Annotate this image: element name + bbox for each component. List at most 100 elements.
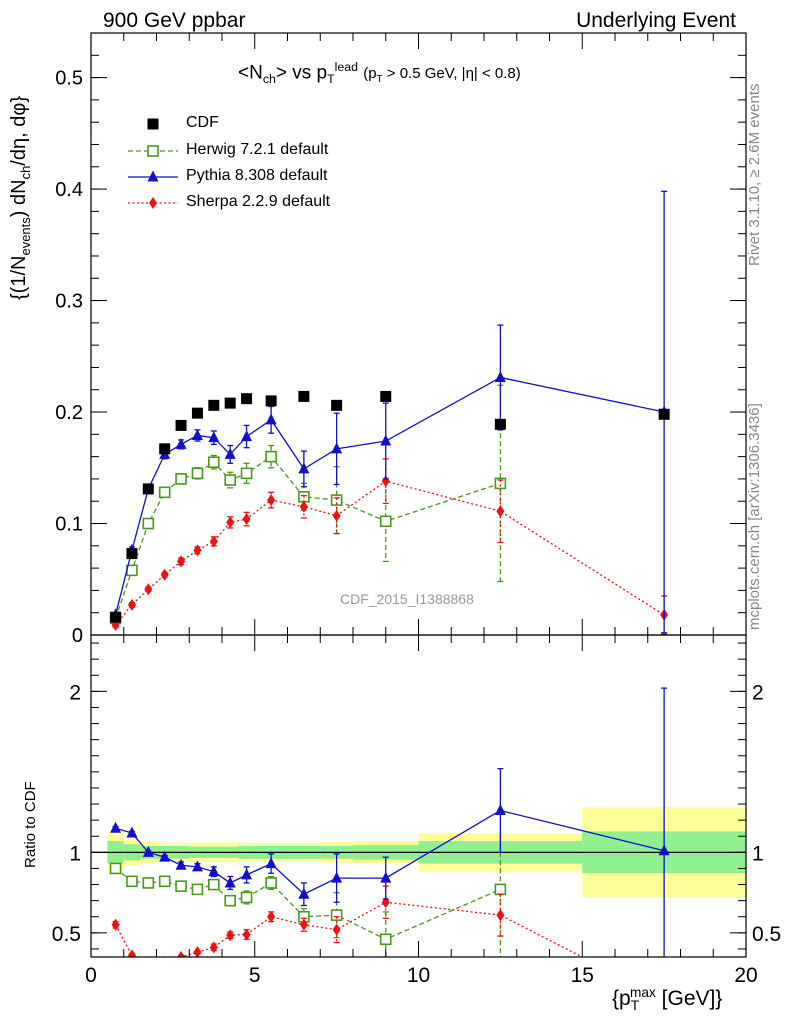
ratio-point-herwig bbox=[208, 878, 220, 891]
ratio-plot-frame bbox=[90, 634, 747, 958]
main-ytick-label: 0.1 bbox=[55, 514, 83, 536]
main-point-herwig bbox=[208, 456, 220, 469]
main-series-herwig bbox=[109, 384, 507, 625]
ratio-point-pythia bbox=[126, 826, 138, 838]
ratio-point-pythia bbox=[142, 845, 154, 857]
main-point-herwig bbox=[265, 450, 277, 463]
main-point-pythia bbox=[208, 431, 220, 443]
legend-marker-pythia bbox=[147, 170, 159, 182]
main-point-cdf bbox=[159, 443, 171, 455]
main-point-herwig bbox=[191, 467, 204, 480]
ratio-ytick-label: 1 bbox=[69, 842, 81, 865]
main-point-herwig bbox=[379, 515, 392, 528]
ratio-point-sherpa bbox=[496, 909, 505, 922]
ratio-xtick-label: 5 bbox=[249, 964, 261, 987]
main-point-herwig bbox=[126, 564, 138, 577]
main-ytick-label: 0.4 bbox=[55, 179, 83, 201]
ratio-point-pythia bbox=[298, 887, 310, 899]
ratio-point-pythia bbox=[494, 803, 506, 815]
header-left: 900 GeV ppbar bbox=[103, 9, 246, 32]
legend-marker-herwig bbox=[147, 145, 159, 157]
ratio-series-sherpa bbox=[111, 885, 668, 1005]
main-line-herwig bbox=[114, 455, 501, 619]
ratio-ytick-label: 0.5 bbox=[52, 923, 81, 946]
main-point-pythia bbox=[380, 434, 392, 446]
ratio-point-sherpa bbox=[660, 993, 668, 1005]
ratio-point-herwig bbox=[265, 877, 277, 889]
main-point-herwig bbox=[330, 494, 343, 506]
ratio-point-sherpa bbox=[267, 910, 276, 923]
main-plot-frame bbox=[90, 32, 747, 636]
ratio-point-herwig bbox=[158, 875, 171, 888]
main-series-cdf bbox=[110, 390, 670, 623]
legend-label-herwig: Herwig 7.2.1 default bbox=[186, 141, 329, 158]
main-point-cdf bbox=[494, 418, 506, 430]
ratio-point-herwig bbox=[240, 891, 253, 904]
main-point-pythia bbox=[298, 462, 310, 474]
plot-title: <Nch> vs pTlead (pT > 0.5 GeV, |η| < 0.8… bbox=[238, 60, 521, 87]
main-point-pythia bbox=[494, 370, 506, 382]
ratio-point-sherpa bbox=[177, 951, 186, 957]
legend-label-pythia: Pythia 8.308 default bbox=[186, 167, 328, 184]
ratio-point-herwig bbox=[379, 933, 392, 946]
main-line-sherpa bbox=[115, 480, 665, 626]
main-ytick-label: 0.2 bbox=[55, 402, 83, 424]
x-axis-label: {pTmax [GeV]} bbox=[612, 985, 723, 1014]
legend-marker-sherpa bbox=[149, 197, 157, 209]
ratio-ytick-label-right: 2 bbox=[752, 681, 764, 704]
main-point-sherpa bbox=[209, 535, 218, 548]
ratio-ytick-label-right: 1 bbox=[752, 842, 764, 865]
legend-marker-cdf bbox=[147, 118, 159, 130]
ratio-point-herwig bbox=[126, 875, 138, 888]
ratio-xtick-label: 10 bbox=[407, 964, 430, 987]
ratio-point-pythia bbox=[658, 844, 670, 856]
main-ytick-label: 0.3 bbox=[55, 291, 83, 313]
main-point-cdf bbox=[241, 393, 253, 405]
main-point-sherpa bbox=[496, 505, 505, 518]
main-point-sherpa bbox=[160, 568, 169, 581]
ratio-point-sherpa bbox=[163, 955, 166, 957]
ratio-xtick-label: 20 bbox=[734, 964, 757, 987]
ratio-point-herwig bbox=[224, 894, 236, 907]
main-ytick-label: 0 bbox=[72, 625, 83, 647]
ratio-point-sherpa bbox=[111, 918, 120, 931]
main-point-pythia bbox=[191, 428, 203, 440]
ratio-point-herwig bbox=[175, 880, 187, 892]
main-point-cdf bbox=[208, 399, 220, 411]
main-point-sherpa bbox=[332, 509, 341, 522]
main-point-herwig bbox=[142, 517, 155, 530]
ratio-point-pythia bbox=[208, 865, 220, 877]
ratio-point-pythia bbox=[241, 868, 253, 880]
ratio-point-sherpa bbox=[193, 946, 202, 957]
header-right: Underlying Event bbox=[576, 9, 736, 32]
analysis-name-label: CDF_2015_I1388868 bbox=[340, 591, 474, 607]
ratio-point-herwig bbox=[191, 883, 204, 896]
ratio-point-sherpa bbox=[332, 923, 341, 936]
main-point-herwig bbox=[224, 474, 236, 486]
main-point-cdf bbox=[175, 419, 187, 431]
main-point-sherpa bbox=[381, 475, 390, 488]
ratio-point-sherpa bbox=[299, 918, 308, 931]
ratio-point-herwig bbox=[142, 877, 155, 889]
main-point-pythia bbox=[224, 447, 236, 459]
main-point-sherpa bbox=[242, 513, 251, 526]
ratio-point-pythia bbox=[380, 871, 392, 883]
main-point-herwig bbox=[175, 473, 187, 485]
main-point-herwig bbox=[158, 486, 171, 499]
main-point-cdf bbox=[191, 407, 203, 419]
ratio-line-herwig bbox=[115, 867, 501, 941]
ratio-point-sherpa bbox=[226, 929, 235, 942]
main-point-sherpa bbox=[177, 555, 186, 568]
ratio-xtick-label: 0 bbox=[85, 964, 97, 987]
ratio-series-pythia bbox=[110, 687, 670, 957]
ratio-point-pythia bbox=[110, 821, 122, 833]
main-point-cdf bbox=[331, 399, 343, 411]
legend-label-sherpa: Sherpa 2.2.9 default bbox=[186, 193, 331, 210]
main-point-sherpa bbox=[127, 598, 136, 611]
ratio-ytick-label-right: 0.5 bbox=[752, 923, 781, 946]
main-point-cdf bbox=[224, 397, 236, 409]
main-point-herwig bbox=[240, 467, 253, 480]
ratio-point-sherpa bbox=[209, 941, 218, 954]
ratio-point-pythia bbox=[224, 876, 236, 888]
